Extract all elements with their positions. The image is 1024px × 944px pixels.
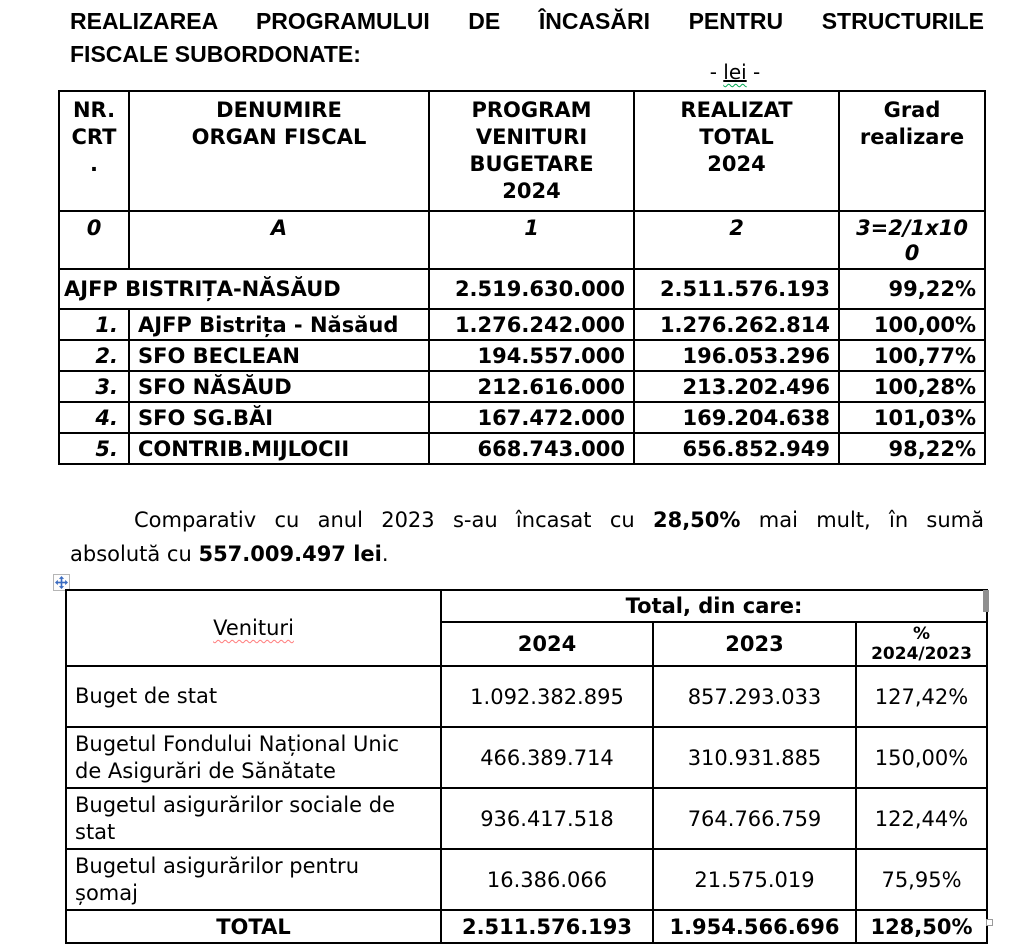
organ-fiscal-cell: CONTRIB.MIJLOCII	[128, 432, 430, 465]
realizat-total-cell: 196.053.296	[633, 339, 840, 372]
realizat-total-cell: 213.202.496	[633, 370, 840, 403]
t1-header-realizat: REALIZAT TOTAL 2024	[633, 90, 840, 212]
t1-group-total-label: AJFP BISTRIȚA-NĂSĂUD	[58, 268, 430, 310]
t1-group-total-program: 2.519.630.000	[428, 268, 635, 310]
grad-realizare-cell: 100,28%	[838, 370, 986, 403]
organ-fiscal-cell: SFO SG.BĂI	[128, 401, 430, 434]
row-number-cell: 2.	[58, 339, 130, 372]
comparative-paragraph: Comparativ cu anul 2023 s-au încasat cu …	[70, 503, 984, 571]
lei-suffix: -	[746, 60, 761, 84]
fiscal-structures-table: NR. CRT . DENUMIRE ORGAN FISCAL PROGRAM …	[58, 90, 986, 465]
value-2024-cell: 1.092.382.895	[440, 665, 654, 728]
table-row: 1. AJFP Bistrița - Năsăud 1.276.242.000 …	[58, 308, 986, 341]
paragraph-text: absolută cu	[70, 542, 199, 566]
t2-header-2023: 2023	[652, 621, 857, 667]
currency-unit-label: - lei -	[645, 60, 825, 84]
row-number-cell: 5.	[58, 432, 130, 465]
value-2024-cell: 16.386.066	[440, 848, 654, 911]
table-move-handle[interactable]	[53, 574, 70, 591]
organ-fiscal-cell: SFO NĂSĂUD	[128, 370, 430, 403]
program-venituri-cell: 212.616.000	[428, 370, 635, 403]
table-resize-handle[interactable]	[986, 919, 993, 926]
realizat-total-cell: 1.276.262.814	[633, 308, 840, 341]
paragraph-text: mai mult, în sumă	[740, 508, 985, 532]
t1-group-total-realizat: 2.511.576.193	[633, 268, 840, 310]
program-venituri-cell: 167.472.000	[428, 401, 635, 434]
table-row: Buget de stat 1.092.382.895 857.293.033 …	[65, 665, 988, 728]
organ-fiscal-cell: AJFP Bistrița - Năsăud	[128, 308, 430, 341]
t2-total-pct: 128,50%	[855, 909, 988, 944]
document-title-line2: FISCALE SUBORDONATE:	[70, 41, 361, 67]
t1-index-formula: 3=2/1x10 0	[838, 210, 986, 270]
row-number-cell: 1.	[58, 308, 130, 341]
t2-total-label: TOTAL	[65, 909, 442, 944]
table-row: Bugetul Fondului Național Unic de Asigur…	[65, 726, 988, 789]
realizat-total-cell: 169.204.638	[633, 401, 840, 434]
t2-total-2024: 2.511.576.193	[440, 909, 654, 944]
document-title: REALIZAREA PROGRAMULUI DE ÎNCASĂRI PENTR…	[70, 5, 984, 71]
venituri-cell: Bugetul asigurărilor sociale de stat	[65, 787, 442, 850]
t2-header-pct: % 2024/2023	[855, 621, 988, 667]
table-row: 5. CONTRIB.MIJLOCII 668.743.000 656.852.…	[58, 432, 986, 465]
table-row: Bugetul asigurărilor sociale de stat 936…	[65, 787, 988, 850]
value-2023-cell: 21.575.019	[652, 848, 857, 911]
pct-cell: 75,95%	[855, 848, 988, 911]
pct-cell: 127,42%	[855, 665, 988, 728]
value-2024-cell: 466.389.714	[440, 726, 654, 789]
pct-cell: 150,00%	[855, 726, 988, 789]
lei-word: lei	[723, 60, 747, 84]
realizat-total-cell: 656.852.949	[633, 432, 840, 465]
document-title-line1: REALIZAREA PROGRAMULUI DE ÎNCASĂRI PENTR…	[70, 8, 984, 34]
t1-index-a: A	[128, 210, 430, 270]
four-direction-arrows-icon	[55, 576, 68, 589]
t1-index-2: 2	[633, 210, 840, 270]
value-2023-cell: 857.293.033	[652, 665, 857, 728]
value-2023-cell: 310.931.885	[652, 726, 857, 789]
absolute-increase-value: 557.009.497 lei	[198, 542, 382, 566]
program-venituri-cell: 194.557.000	[428, 339, 635, 372]
row-number-cell: 3.	[58, 370, 130, 403]
venituri-label: Venituri	[213, 616, 294, 640]
t2-header-2024: 2024	[440, 621, 654, 667]
paragraph-line1: Comparativ cu anul 2023 s-au încasat cu …	[134, 503, 984, 537]
t1-index-0: 0	[58, 210, 130, 270]
lei-prefix: -	[709, 60, 724, 84]
t1-header-program: PROGRAM VENITURI BUGETARE 2024	[428, 90, 635, 212]
table-row: Bugetul asigurărilor pentru șomaj 16.386…	[65, 848, 988, 911]
program-venituri-cell: 668.743.000	[428, 432, 635, 465]
venituri-cell: Bugetul Fondului Național Unic de Asigur…	[65, 726, 442, 789]
paragraph-text: Comparativ cu anul 2023 s-au încasat cu	[134, 508, 653, 532]
table-row: 4. SFO SG.BĂI 167.472.000 169.204.638 10…	[58, 401, 986, 434]
program-venituri-cell: 1.276.242.000	[428, 308, 635, 341]
venituri-cell: Bugetul asigurărilor pentru șomaj	[65, 848, 442, 911]
table-edge-marker	[983, 590, 989, 612]
organ-fiscal-cell: SFO BECLEAN	[128, 339, 430, 372]
grad-realizare-cell: 100,77%	[838, 339, 986, 372]
t2-header-total-din-care: Total, din care:	[440, 589, 988, 623]
paragraph-line2: absolută cu 557.009.497 lei.	[70, 537, 984, 571]
paragraph-text: .	[381, 542, 389, 566]
t1-index-1: 1	[428, 210, 635, 270]
grad-realizare-cell: 98,22%	[838, 432, 986, 465]
venituri-cell: Buget de stat	[65, 665, 442, 728]
grad-realizare-cell: 101,03%	[838, 401, 986, 434]
table-row: 2. SFO BECLEAN 194.557.000 196.053.296 1…	[58, 339, 986, 372]
pct-cell: 122,44%	[855, 787, 988, 850]
t1-header-nr-crt: NR. CRT .	[58, 90, 130, 212]
value-2023-cell: 764.766.759	[652, 787, 857, 850]
table-row: 3. SFO NĂSĂUD 212.616.000 213.202.496 10…	[58, 370, 986, 403]
grad-realizare-cell: 100,00%	[838, 308, 986, 341]
t1-group-total-grad: 99,22%	[838, 268, 986, 310]
percent-increase-value: 28,50%	[652, 508, 741, 532]
t2-header-venituri: Venituri	[65, 589, 442, 667]
value-2024-cell: 936.417.518	[440, 787, 654, 850]
budget-comparison-table: Venituri Total, din care: 2024 2023 % 20…	[65, 589, 988, 944]
t2-total-2023: 1.954.566.696	[652, 909, 857, 944]
t1-header-grad: Grad realizare	[838, 90, 986, 212]
t1-header-denumire: DENUMIRE ORGAN FISCAL	[128, 90, 430, 212]
row-number-cell: 4.	[58, 401, 130, 434]
